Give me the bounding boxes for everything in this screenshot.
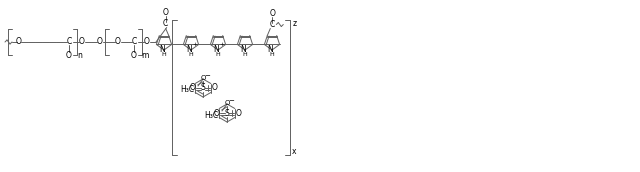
Text: H: H	[189, 52, 193, 57]
Text: C: C	[163, 19, 168, 28]
Text: x: x	[292, 147, 296, 155]
Text: O: O	[224, 100, 230, 106]
Text: H₃C: H₃C	[204, 110, 218, 120]
Text: +: +	[193, 42, 198, 47]
Text: C: C	[269, 20, 275, 29]
Text: O: O	[115, 37, 121, 46]
Text: O: O	[200, 75, 205, 81]
Text: N: N	[267, 46, 273, 55]
Text: O: O	[214, 109, 220, 117]
Text: z: z	[292, 19, 296, 29]
Text: C: C	[67, 37, 72, 46]
Text: O: O	[144, 37, 150, 46]
Text: O: O	[16, 37, 22, 46]
Text: H: H	[269, 52, 275, 57]
Text: O: O	[131, 51, 137, 60]
Text: O: O	[190, 83, 196, 93]
Text: H₃C: H₃C	[180, 85, 194, 94]
Text: N: N	[213, 46, 219, 55]
Text: O: O	[212, 83, 218, 93]
Text: −: −	[204, 73, 210, 79]
Text: H: H	[243, 52, 248, 57]
Text: −: −	[228, 98, 234, 104]
Text: m: m	[141, 51, 148, 60]
Text: S: S	[225, 109, 229, 117]
Text: O: O	[97, 37, 103, 46]
Text: +: +	[220, 42, 225, 47]
Text: O: O	[79, 37, 85, 46]
Text: H: H	[162, 52, 166, 57]
Text: N: N	[240, 46, 246, 55]
Text: N: N	[159, 46, 165, 55]
Text: n: n	[77, 51, 83, 60]
Text: C: C	[131, 37, 136, 46]
Text: H: H	[216, 52, 220, 57]
Text: O: O	[269, 9, 275, 18]
Text: O: O	[236, 109, 242, 117]
Text: N: N	[186, 46, 192, 55]
Text: O: O	[66, 51, 72, 60]
Text: S: S	[200, 83, 205, 93]
Text: O: O	[163, 8, 168, 17]
